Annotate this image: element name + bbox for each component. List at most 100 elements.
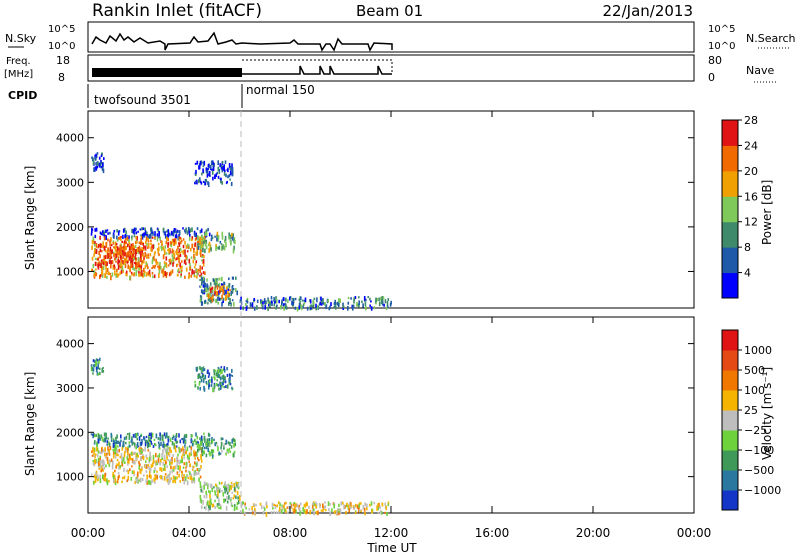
data-cell [152, 256, 154, 261]
data-cell [149, 456, 152, 462]
data-cell [121, 480, 123, 484]
data-cell [181, 265, 183, 269]
data-cell [147, 243, 150, 247]
data-cell [366, 503, 368, 508]
data-cell [212, 162, 215, 165]
data-cell [161, 240, 163, 245]
data-cell [176, 461, 179, 465]
data-cell [140, 237, 142, 243]
data-cell [205, 380, 208, 384]
colorbar-tick-label: −25 [744, 424, 767, 437]
data-cell [211, 451, 213, 456]
data-cell [167, 459, 170, 462]
data-cell [178, 254, 180, 259]
data-cell [105, 260, 107, 264]
data-cell [184, 231, 187, 234]
data-cell [273, 303, 276, 307]
data-cell [223, 366, 226, 370]
data-cell [199, 495, 202, 499]
data-cell [160, 475, 162, 480]
data-cell [142, 227, 145, 230]
data-cell [324, 501, 326, 504]
data-cell [214, 376, 216, 381]
data-cell [117, 273, 120, 277]
data-cell [218, 503, 220, 506]
data-cell [193, 452, 195, 457]
data-cell [196, 366, 199, 371]
data-cell [123, 475, 126, 480]
data-cell [304, 504, 306, 508]
data-cell [114, 253, 116, 256]
beam-label: Beam 01 [356, 2, 423, 20]
data-cell [133, 267, 136, 271]
data-cell [94, 241, 96, 244]
data-cell [105, 435, 108, 440]
data-cell [191, 236, 194, 240]
data-cell [356, 504, 359, 509]
data-cell [142, 255, 145, 258]
data-cell [199, 468, 202, 471]
data-cell [215, 441, 218, 445]
data-cell [107, 460, 109, 465]
data-cell [239, 299, 242, 304]
data-cell [215, 243, 217, 248]
data-cell [122, 442, 125, 447]
data-cell [231, 232, 233, 237]
data-cell [310, 304, 312, 308]
data-cell [160, 441, 162, 447]
data-cell [233, 494, 236, 498]
y-tick-label: 3000 [56, 176, 84, 189]
data-cell [133, 471, 135, 477]
data-cell [210, 383, 213, 388]
data-cell [105, 432, 107, 438]
data-cell [204, 241, 207, 247]
data-cell [312, 305, 315, 308]
data-cell [199, 279, 201, 282]
data-cell [166, 230, 168, 233]
data-cell [104, 255, 107, 260]
data-cell [170, 477, 172, 480]
data-cell [342, 501, 344, 505]
data-cell [197, 245, 200, 250]
data-cell [114, 447, 116, 452]
data-cell [169, 470, 171, 476]
data-cell [102, 230, 104, 234]
data-cell [377, 511, 380, 515]
freq-dense-block [92, 68, 242, 77]
data-cell [169, 447, 171, 452]
freq-frame [87, 54, 695, 82]
data-cell [214, 505, 216, 510]
data-cell [381, 300, 384, 306]
data-cell [160, 467, 163, 472]
data-cell [150, 440, 152, 443]
data-cell [105, 241, 108, 245]
colorbar-tick-label: 500 [744, 364, 765, 377]
data-cell [102, 162, 104, 167]
data-cell [103, 157, 105, 160]
data-cell [122, 269, 124, 273]
data-cell [221, 285, 223, 291]
data-cell [217, 160, 219, 166]
data-cell [157, 457, 160, 463]
data-cell [110, 439, 113, 442]
data-cell [376, 506, 378, 511]
data-cell [334, 299, 336, 305]
data-cell [191, 272, 193, 275]
data-cell [202, 254, 204, 257]
data-cell [207, 289, 209, 293]
data-cell [202, 291, 204, 295]
data-cell [140, 478, 142, 483]
data-cell [92, 236, 95, 240]
colorbar-segment [722, 221, 738, 248]
data-cell [211, 439, 214, 442]
data-cell [158, 443, 161, 446]
data-cell [116, 480, 119, 483]
data-cell [178, 258, 181, 261]
data-cell [230, 181, 233, 187]
data-cell [158, 447, 161, 450]
data-cell [200, 435, 203, 440]
data-cell [104, 438, 107, 443]
y-tick-label: 4000 [56, 338, 84, 351]
data-cell [130, 247, 133, 250]
